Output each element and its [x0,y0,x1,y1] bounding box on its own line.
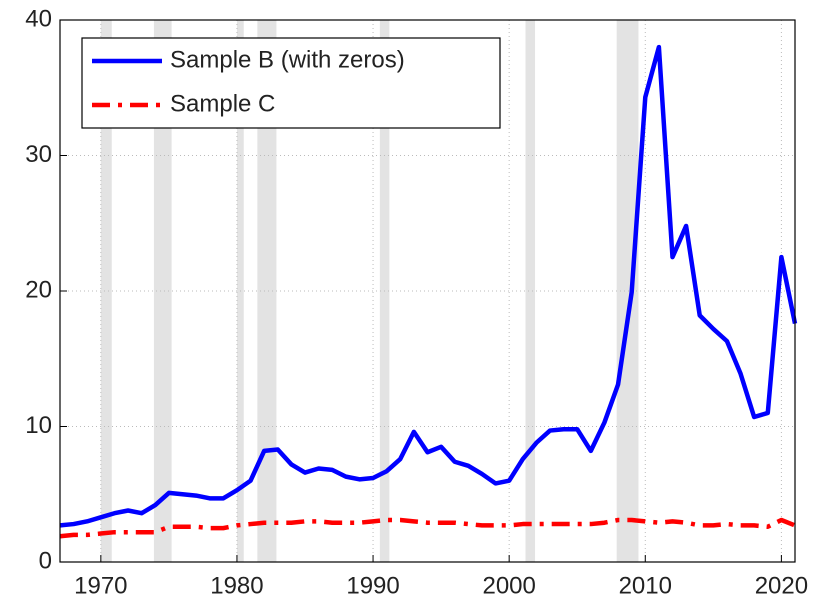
y-tick-label: 20 [25,276,52,303]
x-tick-label: 2000 [482,572,535,599]
shaded-period [257,20,277,562]
y-tick-label: 10 [25,412,52,439]
legend-label: Sample C [170,90,275,117]
legend: Sample B (with zeros) Sample C [81,37,501,129]
y-tick-label: 40 [25,5,52,32]
series-line [59,517,796,539]
shaded-period [525,20,536,562]
x-tick-label: 1980 [210,572,263,599]
series-line [59,44,798,528]
y-tick-label: 30 [25,141,52,168]
x-tick-label: 2010 [619,572,672,599]
legend-box [81,37,501,129]
legend-label: Sample B (with zeros) [170,46,405,73]
x-tick-label: 1970 [74,572,127,599]
shaded-period [100,20,112,562]
shaded-period [616,20,639,562]
plot-frame [59,19,796,563]
x-tick-label: 1990 [346,572,399,599]
x-tick-label: 2020 [755,572,808,599]
shaded-period [153,20,172,562]
y-tick-label: 0 [39,547,52,574]
